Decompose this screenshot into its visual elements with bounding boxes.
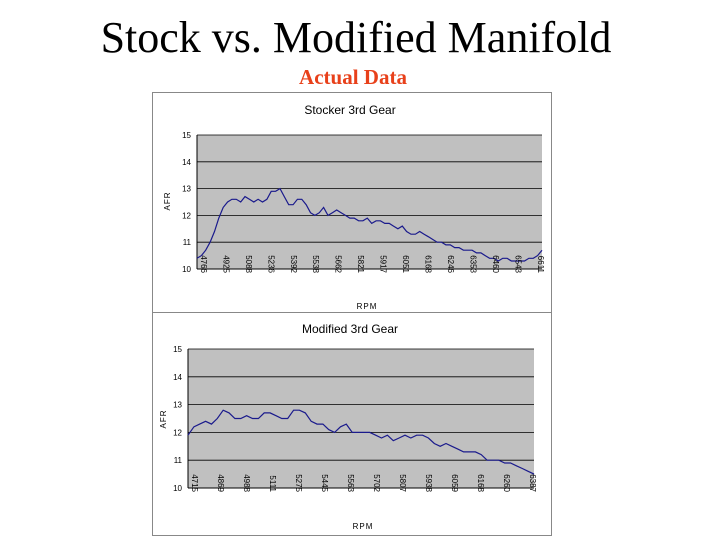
x-tick-label: 5088 <box>244 255 253 273</box>
x-tick-label: 4869 <box>216 474 225 492</box>
x-tick-label: 4988 <box>242 474 251 492</box>
x-tick-label: 6353 <box>468 255 477 273</box>
stock-chart: Stocker 3rd Gear 10 11 12 13 14 15 4766 4925 5088… <box>152 92 552 314</box>
x-tick-label: 5275 <box>294 474 303 492</box>
y-tick-label: 14 <box>182 158 191 167</box>
y-tick-label: 11 <box>174 456 183 465</box>
chart-title: Stocker 3rd Gear <box>304 103 395 117</box>
x-tick-label: 5807 <box>398 474 407 492</box>
x-tick-label: 6387 <box>528 474 537 492</box>
x-tick-label: 5563 <box>346 474 355 492</box>
chart-title: Modified 3rd Gear <box>302 322 398 336</box>
y-tick-label: 13 <box>173 401 182 410</box>
y-tick-label: 10 <box>182 265 191 274</box>
x-tick-label: 4925 <box>221 255 230 273</box>
afr-series-line <box>187 409 535 475</box>
stock-chart-svg: Stocker 3rd Gear 10 11 12 13 14 15 4766 4925 5088… <box>163 103 545 311</box>
x-tick-label: 5236 <box>266 255 275 273</box>
x-axis-label: RPM <box>353 522 374 531</box>
y-tick-label: 15 <box>182 131 191 140</box>
y-tick-label: 12 <box>173 428 182 437</box>
x-tick-label: 6611 <box>536 256 545 274</box>
x-tick-label: 6543 <box>513 255 522 273</box>
x-tick-label: 6246 <box>446 255 455 273</box>
y-axis-label: AFR <box>159 410 168 429</box>
plot-area <box>188 349 534 488</box>
modified-chart: Modified 3rd Gear 10 11 12 13 14 15 4715 4869 498… <box>152 312 552 536</box>
x-tick-label: 6168 <box>424 255 433 273</box>
x-axis-label: RPM <box>357 302 378 311</box>
y-axis-label: AFR <box>163 192 172 211</box>
x-tick-label: 6051 <box>401 255 410 273</box>
y-tick-label: 10 <box>173 484 182 493</box>
x-tick-label: 5821 <box>356 255 365 273</box>
x-tick-label: 5445 <box>320 474 329 492</box>
x-tick-label: 6168 <box>476 474 485 492</box>
x-tick-label: 6260 <box>502 474 511 492</box>
y-tick-label: 13 <box>182 185 191 194</box>
y-tick-label: 12 <box>182 211 191 220</box>
x-tick-label: 5662 <box>334 255 343 273</box>
slide-title: Stock vs. Modified Manifold <box>100 13 612 62</box>
y-tick-label: 11 <box>183 238 192 247</box>
slide-subtitle: Actual Data <box>299 65 407 89</box>
x-tick-label: 5938 <box>424 474 433 492</box>
y-tick-label: 14 <box>173 373 182 382</box>
modified-chart-svg: Modified 3rd Gear 10 11 12 13 14 15 4715 4869 498… <box>159 322 537 531</box>
x-tick-label: 6460 <box>491 255 500 273</box>
x-tick-label: 5702 <box>372 474 381 492</box>
x-tick-label: 5538 <box>311 255 320 273</box>
y-tick-label: 15 <box>173 345 182 354</box>
afr-series-line <box>196 187 543 262</box>
x-tick-label: 5392 <box>289 255 298 273</box>
x-tick-label: 6059 <box>450 474 459 492</box>
x-tick-label: 4715 <box>190 474 199 492</box>
x-tick-label: 4766 <box>199 255 208 273</box>
plot-area <box>197 135 542 269</box>
x-tick-label: 5917 <box>379 255 388 273</box>
x-tick-label: 5111 <box>268 475 277 492</box>
